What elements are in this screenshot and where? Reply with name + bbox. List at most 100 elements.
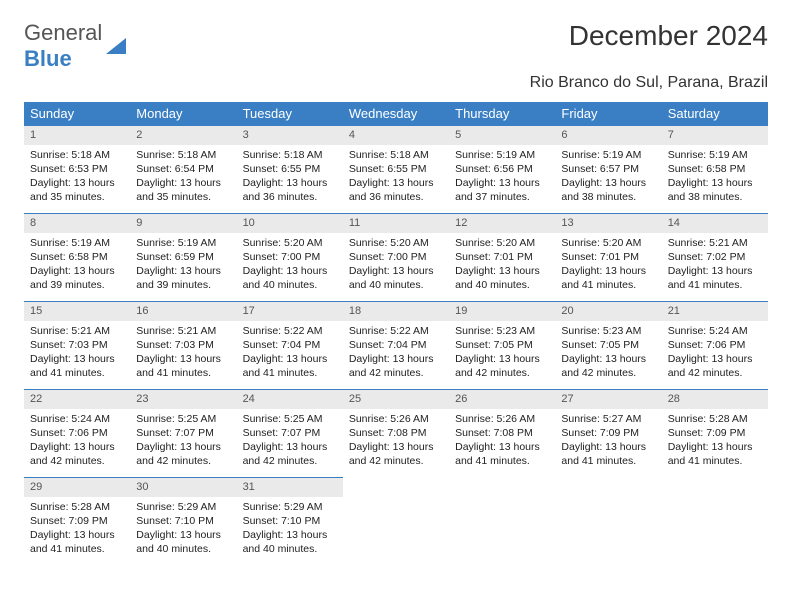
day-body: Sunrise: 5:29 AMSunset: 7:10 PMDaylight:…: [130, 497, 236, 565]
day-body: Sunrise: 5:18 AM Sunset: 6:54 PM Daylight:…: [130, 145, 236, 213]
sunrise-line: Sunrise: 5:26 AM: [455, 413, 535, 425]
weekday-header: Thursday: [449, 102, 555, 126]
day-number: 26: [449, 390, 555, 409]
sunset-line: Sunset: 7:08 PM: [455, 427, 533, 439]
daylight-line: Daylight: 13 hours and 42 minutes.: [136, 441, 221, 467]
daylight-line: Daylight: 13 hours and 35 minutes.: [136, 177, 221, 203]
daylight-line: Daylight: 13 hours and 39 minutes.: [30, 265, 115, 291]
day-body: Sunrise: 5:23 AMSunset: 7:05 PMDaylight:…: [555, 321, 661, 389]
sunrise-line: Sunrise: 5:18 AM: [349, 149, 429, 161]
daylight-line: Daylight: 13 hours and 41 minutes.: [30, 353, 115, 379]
day-number: 22: [24, 390, 130, 409]
day-body: Sunrise: 5:26 AMSunset: 7:08 PMDaylight:…: [449, 409, 555, 477]
sunset-line: Sunset: 6:54 PM: [136, 163, 214, 175]
sunset-line: Sunset: 7:10 PM: [243, 515, 321, 527]
day-body: Sunrise: 5:24 AMSunset: 7:06 PMDaylight:…: [662, 321, 768, 389]
calendar-day-cell: 24Sunrise: 5:25 AMSunset: 7:07 PMDayligh…: [237, 390, 343, 478]
calendar-day-cell: 13Sunrise: 5:20 AMSunset: 7:01 PMDayligh…: [555, 214, 661, 302]
sunset-line: Sunset: 6:58 PM: [30, 251, 108, 263]
sunset-line: Sunset: 7:01 PM: [455, 251, 533, 263]
calendar-day-cell: 25Sunrise: 5:26 AMSunset: 7:08 PMDayligh…: [343, 390, 449, 478]
day-number: 5: [449, 126, 555, 145]
sunset-line: Sunset: 7:04 PM: [349, 339, 427, 351]
calendar-day-cell: 4Sunrise: 5:18 AMSunset: 6:55 PMDaylight…: [343, 126, 449, 214]
daylight-line: Daylight: 13 hours and 42 minutes.: [349, 441, 434, 467]
daylight-line: Daylight: 13 hours and 41 minutes.: [668, 441, 753, 467]
day-number: 17: [237, 302, 343, 321]
sunset-line: Sunset: 7:09 PM: [30, 515, 108, 527]
daylight-line: Daylight: 13 hours and 42 minutes.: [30, 441, 115, 467]
day-body: Sunrise: 5:27 AMSunset: 7:09 PMDaylight:…: [555, 409, 661, 477]
logo-word-general: General: [24, 20, 102, 45]
sunset-line: Sunset: 7:09 PM: [561, 427, 639, 439]
sunrise-line: Sunrise: 5:23 AM: [561, 325, 641, 337]
sunrise-line: Sunrise: 5:21 AM: [136, 325, 216, 337]
weekday-header: Saturday: [662, 102, 768, 126]
sunrise-line: Sunrise: 5:23 AM: [455, 325, 535, 337]
calendar-day-cell: 16Sunrise: 5:21 AMSunset: 7:03 PMDayligh…: [130, 302, 236, 390]
daylight-line: Daylight: 13 hours and 41 minutes.: [561, 441, 646, 467]
calendar-day-cell: 1Sunrise: 5:18 AMSunset: 6:53 PMDaylight…: [24, 126, 130, 214]
day-body: Sunrise: 5:20 AMSunset: 7:01 PMDaylight:…: [555, 233, 661, 301]
calendar-day-cell: 21Sunrise: 5:24 AMSunset: 7:06 PMDayligh…: [662, 302, 768, 390]
calendar-week-row: 29Sunrise: 5:28 AMSunset: 7:09 PMDayligh…: [24, 478, 768, 566]
day-number: 23: [130, 390, 236, 409]
sunrise-line: Sunrise: 5:28 AM: [30, 501, 110, 513]
day-body: Sunrise: 5:20 AMSunset: 7:01 PMDaylight:…: [449, 233, 555, 301]
calendar-day-cell: 15 Sunrise: 5:21 AM Sunset: 7:03 PM Dayligh…: [24, 302, 130, 390]
sunset-line: Sunset: 7:00 PM: [243, 251, 321, 263]
sunrise-line: Sunrise: 5:19 AM: [30, 237, 110, 249]
day-number: 4: [343, 126, 449, 145]
day-body: Sunrise: 5:19 AMSunset: 6:58 PMDaylight:…: [662, 145, 768, 213]
sunrise-line: Sunrise: 5:18 AM: [136, 149, 216, 161]
calendar-day-cell: 19Sunrise: 5:23 AMSunset: 7:05 PMDayligh…: [449, 302, 555, 390]
calendar-week-row: 1Sunrise: 5:18 AMSunset: 6:53 PMDaylight…: [24, 126, 768, 214]
sunrise-line: Sunrise: 5:24 AM: [30, 413, 110, 425]
daylight-line: Daylight: 13 hours and 37 minutes.: [455, 177, 540, 203]
daylight-line: Daylight: 13 hours and 38 minutes.: [561, 177, 646, 203]
calendar-day-cell: 27Sunrise: 5:27 AMSunset: 7:09 PMDayligh…: [555, 390, 661, 478]
weekday-header: Friday: [555, 102, 661, 126]
daylight-line: Daylight: 13 hours and 41 minutes.: [243, 353, 328, 379]
sunrise-line: Sunrise: 5:29 AM: [136, 501, 216, 513]
day-number: 1: [24, 126, 130, 145]
daylight-line: Daylight: 13 hours and 41 minutes.: [668, 265, 753, 291]
sunset-line: Sunset: 7:00 PM: [349, 251, 427, 263]
sunset-line: Sunset: 6:58 PM: [668, 163, 746, 175]
daylight-line: Daylight: 13 hours and 42 minutes.: [455, 353, 540, 379]
calendar-day-cell: [662, 478, 768, 566]
sunset-line: Sunset: 6:55 PM: [349, 163, 427, 175]
day-number: 6: [555, 126, 661, 145]
day-body: Sunrise: 5:20 AMSunset: 7:00 PMDaylight:…: [237, 233, 343, 301]
sunset-line: Sunset: 6:57 PM: [561, 163, 639, 175]
daylight-line: Daylight: 13 hours and 41 minutes.: [30, 529, 115, 555]
logo-word-blue: Blue: [24, 46, 72, 71]
calendar-day-cell: [343, 478, 449, 566]
calendar-table: SundayMondayTuesdayWednesdayThursdayFrid…: [24, 102, 768, 566]
day-body: Sunrise: 5:19 AMSunset: 6:57 PMDaylight:…: [555, 145, 661, 213]
day-body: Sunrise: 5:28 AMSunset: 7:09 PMDaylight:…: [662, 409, 768, 477]
day-body: Sunrise: 5:18 AMSunset: 6:53 PMDaylight:…: [24, 145, 130, 213]
sunrise-line: Sunrise: 5:20 AM: [243, 237, 323, 249]
daylight-line: Daylight: 13 hours and 40 minutes.: [136, 529, 221, 555]
sunrise-line: Sunrise: 5:21 AM: [30, 325, 110, 337]
sunrise-line: Sunrise: 5:26 AM: [349, 413, 429, 425]
logo: General Blue: [24, 20, 132, 72]
calendar-day-cell: 11Sunrise: 5:20 AMSunset: 7:00 PMDayligh…: [343, 214, 449, 302]
sunrise-line: Sunrise: 5:20 AM: [349, 237, 429, 249]
sunset-line: Sunset: 7:01 PM: [561, 251, 639, 263]
calendar-day-cell: 30Sunrise: 5:29 AMSunset: 7:10 PMDayligh…: [130, 478, 236, 566]
sunset-line: Sunset: 7:03 PM: [30, 339, 108, 351]
day-number: 15: [24, 302, 130, 321]
daylight-line: Daylight: 13 hours and 41 minutes.: [561, 265, 646, 291]
daylight-line: Daylight: 13 hours and 38 minutes.: [668, 177, 753, 203]
sunset-line: Sunset: 6:55 PM: [243, 163, 321, 175]
day-number: 28: [662, 390, 768, 409]
day-number: 18: [343, 302, 449, 321]
day-number: 9: [130, 214, 236, 233]
daylight-line: Daylight: 13 hours and 40 minutes.: [455, 265, 540, 291]
calendar-day-cell: [449, 478, 555, 566]
sunset-line: Sunset: 6:56 PM: [455, 163, 533, 175]
day-number: 16: [130, 302, 236, 321]
calendar-day-cell: 2Sunrise: 5:18 AMSunset: 6:54 PMDaylight…: [130, 126, 236, 214]
